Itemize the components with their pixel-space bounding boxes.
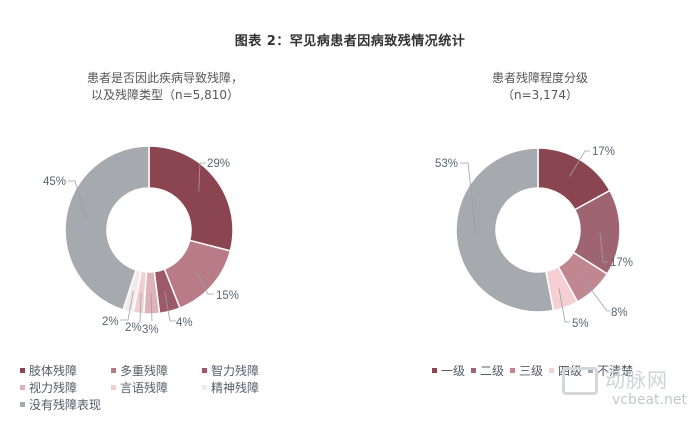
left-legend-item-6: 没有残障表现 (20, 396, 111, 413)
legend-swatch-icon (432, 368, 437, 373)
left-chart-title: 患者是否因此疾病导致残障， 以及残障类型（n=5,810） (40, 70, 290, 104)
donut-slice-6 (64, 145, 150, 311)
right-chart-title-line-1: 患者残障程度分级 (491, 71, 588, 85)
legend-swatch-icon (510, 368, 516, 373)
donut-slice-4 (455, 147, 555, 313)
right-donut-chart: 17% 17% 8% 5% 53% (435, 146, 633, 330)
legend-swatch-icon (202, 368, 207, 373)
left-chart-title-line-2: 以及残障类型（n=5,810） (90, 88, 239, 102)
legend-label: 一级 (441, 364, 466, 378)
leader-line (580, 274, 610, 312)
legend-label: 二级 (480, 364, 505, 378)
legend-swatch-icon (20, 402, 25, 407)
left-legend-item-4: 言语残障 (111, 379, 202, 396)
legend-label: 三级 (519, 364, 544, 378)
slice-label: 2% (102, 316, 119, 328)
leader-line (139, 292, 142, 323)
leader-line (198, 162, 206, 192)
legend-swatch-icon (202, 385, 207, 390)
leader-line (120, 290, 134, 321)
right-chart-title-line-2: （n=3,174） (501, 88, 578, 102)
watermark-cn: 动脉网 (605, 368, 668, 392)
left-legend-item-0: 肢体残障 (20, 362, 111, 379)
donut-slice-0 (148, 145, 234, 252)
legend-swatch-icon (111, 385, 116, 390)
slice-label: 8% (611, 307, 628, 319)
left-chart-legend: 肢体残障 多重残障 智力残障视力残障 言语残障 精神残障没有残障表现 (20, 362, 300, 413)
legend-label: 多重残障 (120, 364, 169, 378)
legend-swatch-icon (20, 368, 25, 373)
left-donut-chart: 29%15%4%3%2%2%45% (43, 145, 239, 336)
slice-label: 17% (610, 257, 633, 269)
watermark-en: vcbeat.net (612, 392, 687, 408)
legend-swatch-icon (20, 385, 25, 390)
slice-label: 17% (592, 146, 615, 158)
slice-label: 5% (572, 318, 589, 330)
watermark-logo-icon (562, 367, 598, 395)
slice-label: 45% (43, 176, 66, 188)
figure-title: 图表 2：罕见病患者因病致残情况统计 (234, 34, 466, 49)
legend-swatch-icon (471, 368, 477, 373)
slice-label: 3% (142, 324, 159, 336)
left-legend-item-1: 多重残障 (111, 362, 202, 379)
right-legend-item-0: 一级 (432, 362, 465, 379)
leader-line (195, 271, 214, 295)
leader-line (68, 180, 88, 221)
slice-label: 29% (207, 158, 230, 170)
leader-line (599, 231, 608, 263)
leader-line (164, 290, 176, 322)
right-legend-item-4: 不清楚 (588, 362, 633, 379)
left-chart-title-line-1: 患者是否因此疾病导致残障， (86, 71, 243, 85)
legend-label: 言语残障 (120, 381, 169, 395)
legend-swatch-icon (549, 368, 555, 373)
legend-label: 没有残障表现 (29, 398, 102, 412)
leader-line (558, 288, 570, 323)
leader-line (460, 162, 477, 236)
left-legend-item-2: 智力残障 (202, 362, 293, 379)
right-chart-title: 患者残障程度分级 （n=3,174） (450, 70, 630, 104)
legend-swatch-icon (588, 368, 594, 373)
leader-line (150, 292, 153, 322)
slice-label: 15% (216, 290, 239, 302)
legend-label: 肢体残障 (29, 364, 78, 378)
right-legend-item-2: 三级 (510, 362, 543, 379)
legend-label: 视力残障 (29, 381, 78, 395)
left-legend-item-5: 精神残障 (202, 379, 293, 396)
slice-label: 53% (435, 158, 458, 170)
leader-line (569, 150, 590, 177)
legend-label: 智力残障 (211, 364, 260, 378)
right-chart-legend: 一级 二级 三级 四级 不清楚 (432, 362, 639, 379)
legend-label: 不清楚 (597, 364, 634, 378)
right-legend-item-1: 二级 (471, 362, 504, 379)
legend-swatch-icon (111, 368, 116, 373)
slice-label: 2% (125, 322, 142, 334)
legend-label: 精神残障 (211, 381, 260, 395)
left-legend-item-3: 视力残障 (20, 379, 111, 396)
slice-label: 4% (176, 317, 193, 329)
